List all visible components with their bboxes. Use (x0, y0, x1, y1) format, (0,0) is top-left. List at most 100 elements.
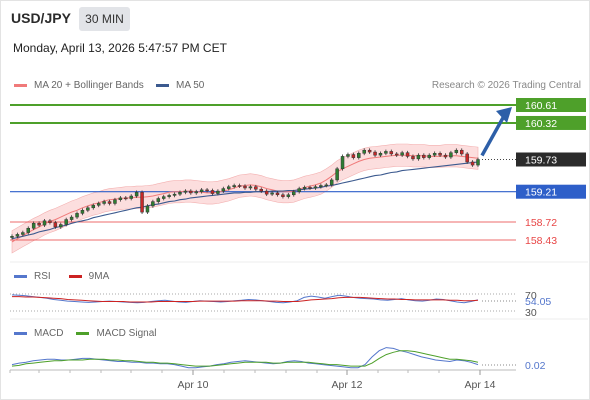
level-label-support: 158.72 (525, 217, 557, 229)
projection-arrow-head (496, 107, 512, 123)
candle-body (227, 186, 231, 189)
candle-body (373, 151, 377, 156)
macd-signal-line (11, 350, 479, 367)
candle-body (96, 203, 101, 206)
candle-body (319, 185, 323, 187)
candle-body (151, 201, 155, 207)
ma50-swatch (156, 84, 169, 87)
candle-body (357, 153, 361, 158)
candle-body (134, 192, 139, 197)
candle-body (340, 156, 345, 170)
candle-body (91, 205, 96, 209)
datetime-label: Monday, April 13, 2026 5:47:57 PM CET (13, 41, 227, 55)
x-tick-label: Apr 14 (465, 379, 496, 391)
candle-body (400, 152, 404, 156)
candle-body (378, 153, 383, 156)
candle-body (140, 192, 144, 213)
candle-body (292, 191, 296, 196)
macd-signal-swatch (76, 332, 90, 335)
candle-body (113, 199, 117, 204)
legend-rsi: RSI 9MA (14, 271, 109, 282)
candle-body (102, 201, 106, 204)
rsi-ma-line (12, 296, 479, 303)
candle-body (405, 152, 410, 157)
candle-body (411, 156, 415, 160)
candle-body (416, 154, 421, 160)
candle-body (53, 222, 58, 228)
candle-body (26, 227, 30, 233)
candle-body (124, 197, 128, 200)
candle-body (10, 236, 14, 238)
candle-body (465, 153, 469, 163)
candle-body (297, 188, 301, 192)
candle-body (470, 161, 475, 166)
candle-body (329, 179, 334, 186)
timeframe-button[interactable]: 30 MIN (79, 7, 130, 31)
candle-body (286, 194, 291, 197)
candle-body (42, 220, 47, 226)
candle-body (118, 197, 123, 200)
candle-body (460, 149, 464, 155)
rsi-30-label: 30 (525, 307, 537, 319)
level-label-pivot: 159.21 (525, 187, 557, 199)
main-plot: 160.61 160.32 159.73 159.21 158.72 158.43 (10, 98, 586, 254)
candle-body (210, 190, 215, 194)
macd-value-label: 0.02 (525, 360, 546, 372)
candle-body (367, 149, 372, 153)
bollinger-band (11, 143, 479, 254)
level-label-resistance: 160.32 (525, 118, 557, 130)
rsi-legend-label: RSI (34, 271, 51, 282)
candle-body (476, 159, 480, 166)
candle-body (129, 195, 133, 199)
candle-body (75, 213, 79, 218)
candle-body (346, 154, 350, 157)
candle-body (232, 185, 236, 187)
candle-body (243, 185, 247, 189)
candle-body (69, 216, 74, 220)
ma20-swatch (14, 84, 27, 87)
macd-plot: 0.02 (11, 347, 546, 372)
x-tick-label: Apr 12 (332, 379, 363, 391)
candle-body (216, 190, 220, 194)
macd-legend-label: MACD (34, 328, 64, 339)
candle-body (443, 154, 448, 158)
candle-body (449, 152, 453, 158)
candle-body (362, 149, 366, 154)
symbol-title: USD/JPY (11, 10, 71, 26)
candle-body (427, 154, 431, 158)
candle-body (37, 223, 41, 226)
candle-body (172, 193, 177, 196)
candle-body (270, 192, 274, 195)
candle-body (264, 190, 269, 195)
macd-swatch (14, 332, 27, 335)
candle-body (15, 234, 20, 237)
candle-body (438, 153, 442, 156)
candle-body (178, 192, 182, 195)
level-label-resistance: 160.61 (525, 100, 557, 112)
candle-body (351, 154, 356, 158)
candle-body (183, 190, 188, 193)
candle-body (31, 223, 36, 229)
candle-body (237, 185, 242, 187)
candle-body (248, 186, 253, 189)
rsi-70-label: 70 (525, 290, 537, 302)
candle-body (454, 149, 459, 153)
candle-body (394, 153, 399, 156)
candle-body (86, 207, 90, 211)
candle-body (156, 198, 161, 202)
rsi-plot: 70 30 54.05 (10, 290, 551, 319)
macd-signal-legend-label: MACD Signal (96, 328, 157, 339)
level-label-current: 159.73 (525, 154, 557, 166)
x-axis: Apr 10 Apr 12 Apr 14 (9, 369, 516, 391)
rsi-ma-swatch (68, 275, 82, 278)
candle-body (422, 154, 426, 158)
ma20-label: MA 20 + Bollinger Bands (34, 80, 144, 91)
rsi-swatch (14, 275, 27, 278)
candle-body (64, 219, 68, 225)
candle-body (221, 188, 226, 192)
candle-body (281, 194, 285, 197)
candle-body (308, 187, 312, 189)
candle-body (205, 189, 209, 192)
rsi-value-label: 54.05 (525, 296, 551, 308)
